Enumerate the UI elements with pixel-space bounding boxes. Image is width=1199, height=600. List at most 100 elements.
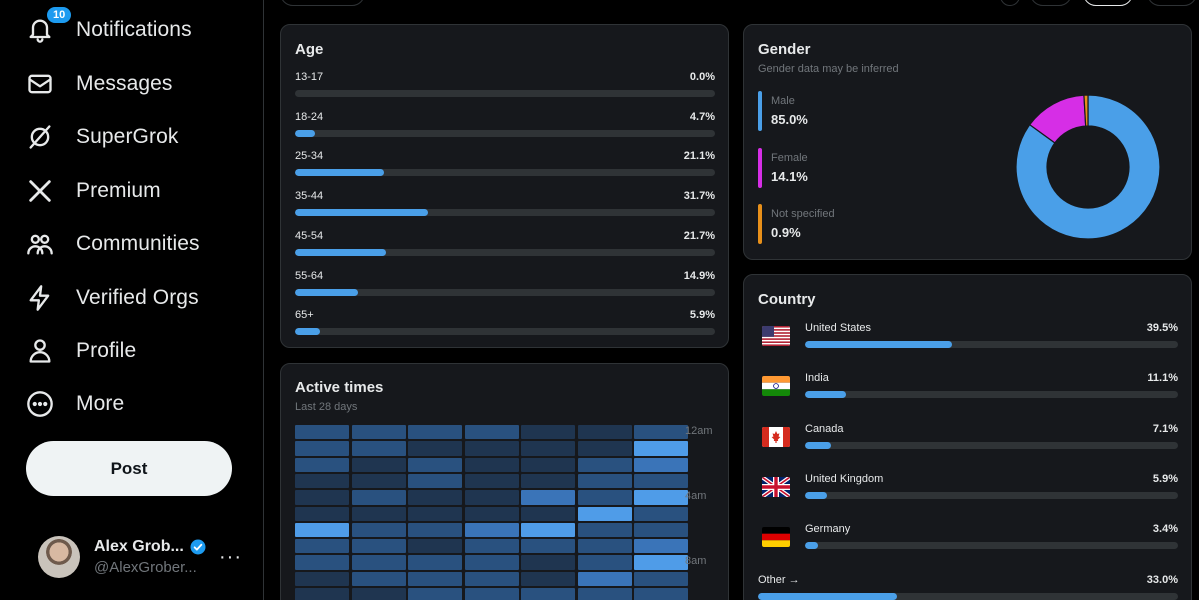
gender-value: 14.1%: [771, 168, 808, 184]
age-card: Age 13-17 0.0% 18-24 4.7% 25-34 21.1% 35-44 31.…: [280, 24, 729, 348]
gender-value: 0.9%: [771, 225, 801, 240]
nav-messages[interactable]: Messages: [26, 60, 256, 108]
heatmap-cell: [577, 506, 632, 521]
gender-color-strip: [758, 204, 762, 244]
top-dropdown[interactable]: [280, 0, 365, 6]
nav-supergrok[interactable]: SuperGrok: [26, 113, 256, 161]
top-toggle-4[interactable]: [1147, 0, 1197, 6]
heatmap-cell: [577, 522, 632, 538]
heatmap-cell: [295, 571, 349, 587]
country-value: 11.1%: [1147, 372, 1178, 385]
country-bar-track: [805, 542, 1178, 550]
account-switcher[interactable]: Alex Grob... @AlexGrober... ···: [26, 528, 256, 586]
account-more-icon[interactable]: ···: [219, 546, 242, 568]
country-bar-track: [805, 491, 1178, 499]
country-row: United States 39.5%: [758, 322, 1178, 358]
age-row: 35-44 31.7%: [295, 190, 715, 218]
gender-item: Female 14.1%: [758, 147, 958, 190]
nav-profile-label: Profile: [76, 339, 137, 362]
account-name: Alex Grob...: [94, 538, 184, 555]
country-value: 3.4%: [1152, 523, 1178, 536]
heatmap-cell: [634, 490, 688, 505]
heatmap-cell: [295, 506, 349, 521]
gender-label: Male: [771, 95, 795, 107]
age-row: 13-17 0.0%: [295, 71, 715, 99]
age-value: 21.7%: [683, 229, 715, 242]
heatmap-cell: [577, 457, 632, 472]
country-card: Country United States 39.5% India 11.1% Cana…: [743, 274, 1192, 600]
country-bar-track: [805, 341, 1178, 348]
gender-item: Not specified 0.9%: [758, 204, 958, 246]
top-toggle-2[interactable]: [1030, 0, 1072, 6]
heatmap-cell: [577, 555, 632, 570]
more-circle-icon: [26, 390, 54, 418]
nav-more[interactable]: More: [26, 380, 256, 428]
nav-premium-label: Premium: [76, 179, 161, 202]
active-times-card: Active times Last 28 days 12am 4am 8am: [280, 363, 729, 600]
heatmap-cell: [464, 506, 519, 521]
post-button[interactable]: Post: [26, 441, 232, 496]
heatmap-cell: [634, 425, 688, 440]
nav-profile[interactable]: Profile: [26, 327, 256, 375]
nav-verified-orgs[interactable]: Verified Orgs: [26, 274, 256, 322]
heatmap-cell: [295, 457, 349, 472]
bell-icon: 10: [26, 6, 73, 44]
heatmap-cell: [408, 425, 462, 440]
verified-badge-icon: [190, 539, 206, 555]
country-other-row[interactable]: Other → 33.0%: [758, 574, 1178, 600]
nav-premium[interactable]: Premium: [26, 167, 256, 215]
heatmap-hour-label: 4am: [685, 490, 707, 502]
age-title: Age: [295, 41, 324, 58]
nav-messages-label: Messages: [76, 72, 173, 95]
heatmap-cell: [577, 441, 632, 456]
avatar: [38, 536, 80, 578]
heatmap-cell: [295, 490, 349, 505]
gender-color-strip: [758, 91, 762, 131]
heatmap-cell: [521, 539, 575, 554]
heatmap-cell: [464, 457, 519, 472]
gender-title: Gender: [758, 41, 811, 58]
age-bar-track: [295, 90, 715, 97]
nav-more-label: More: [76, 392, 125, 415]
heatmap-cell: [634, 473, 688, 489]
heatmap-cell: [295, 473, 349, 489]
country-bar: [805, 391, 847, 399]
country-name: Germany: [805, 523, 851, 536]
heatmap-cell: [464, 425, 519, 440]
country-name: United Kingdom: [805, 472, 884, 485]
age-value: 14.9%: [683, 269, 715, 282]
heatmap-cell: [577, 473, 632, 489]
top-toggle-3[interactable]: [1083, 0, 1133, 6]
india-flag-icon: [762, 376, 790, 397]
heatmap-cell: [408, 506, 462, 521]
gender-label: Female: [771, 151, 808, 164]
germany-flag-icon: [762, 527, 790, 548]
heatmap-cell: [577, 490, 632, 505]
grok-icon: [26, 123, 54, 151]
heatmap-cell: [351, 473, 406, 489]
top-toggle-1[interactable]: [1000, 0, 1020, 6]
age-label: 55-64: [295, 269, 324, 282]
nav-communities[interactable]: Communities: [26, 220, 256, 268]
heatmap-cell: [521, 506, 575, 521]
country-other-value: 33.0%: [1146, 574, 1178, 586]
age-bar: [295, 288, 358, 296]
age-bar: [295, 209, 429, 217]
person-icon: [26, 337, 54, 365]
heatmap-cell: [521, 425, 575, 440]
heatmap-cell: [408, 441, 462, 456]
gender-label: Not specified: [771, 208, 835, 220]
sidebar: 10 Notifications Messages SuperGrok Prem…: [0, 0, 264, 600]
canada-flag-icon: [762, 426, 790, 447]
age-bar: [295, 328, 320, 336]
country-other-label[interactable]: Other →: [758, 574, 800, 586]
country-other-track: [758, 593, 1178, 600]
gender-donut-chart: [1015, 94, 1161, 240]
heatmap-cell: [464, 490, 519, 505]
heatmap-cell: [351, 539, 406, 554]
age-bar-track: [295, 129, 715, 137]
nav-notifications[interactable]: 10 Notifications: [26, 6, 256, 54]
heatmap-cell: [521, 555, 575, 570]
gender-donut-slice: [1015, 94, 1161, 240]
x-logo-icon: [26, 177, 54, 205]
